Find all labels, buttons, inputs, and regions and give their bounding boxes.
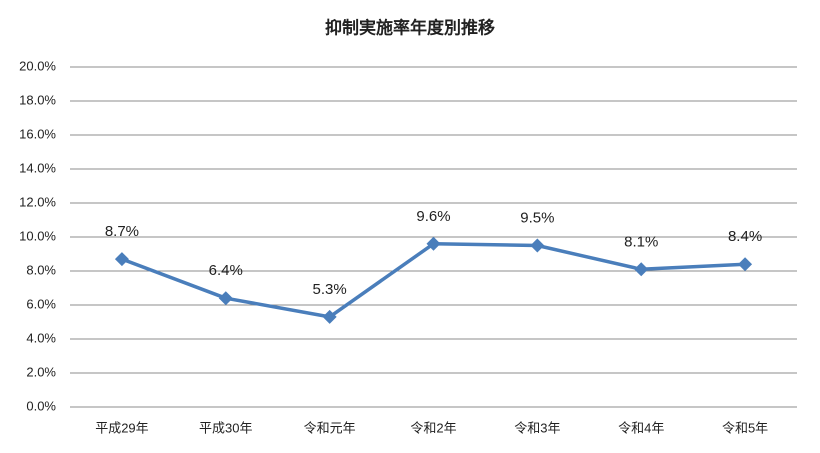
y-tick-label: 8.0% [26, 262, 56, 277]
marker [738, 257, 753, 272]
y-tick-label: 14.0% [19, 160, 56, 175]
marker [218, 291, 233, 306]
value-label: 9.5% [520, 209, 554, 226]
value-label: 6.4% [209, 262, 243, 279]
x-tick-label: 令和2年 [410, 420, 456, 435]
value-label: 8.4% [728, 228, 762, 245]
y-tick-label: 16.0% [19, 126, 56, 141]
x-tick-label: 平成30年 [199, 420, 252, 435]
x-tick-label: 平成29年 [95, 420, 148, 435]
y-tick-label: 12.0% [19, 194, 56, 209]
x-tick-label: 令和3年 [514, 420, 560, 435]
x-tick-label: 令和元年 [304, 420, 356, 435]
value-label: 8.1% [624, 233, 658, 250]
marker [322, 309, 337, 324]
y-tick-label: 10.0% [19, 228, 56, 243]
value-label: 5.3% [313, 281, 347, 298]
y-tick-label: 18.0% [19, 92, 56, 107]
y-tick-label: 4.0% [26, 330, 56, 345]
y-tick-label: 6.0% [26, 296, 56, 311]
marker [114, 252, 129, 267]
marker [426, 236, 441, 251]
marker [634, 262, 649, 277]
y-tick-label: 2.0% [26, 364, 56, 379]
y-tick-label: 0.0% [26, 398, 56, 413]
x-tick-label: 令和4年 [618, 420, 664, 435]
y-tick-label: 20.0% [19, 58, 56, 73]
value-label: 9.6% [416, 208, 450, 225]
value-label: 8.7% [105, 223, 139, 240]
chart-title: 抑制実施率年度別推移 [325, 17, 495, 37]
x-tick-label: 令和5年 [722, 420, 768, 435]
marker [530, 238, 545, 253]
